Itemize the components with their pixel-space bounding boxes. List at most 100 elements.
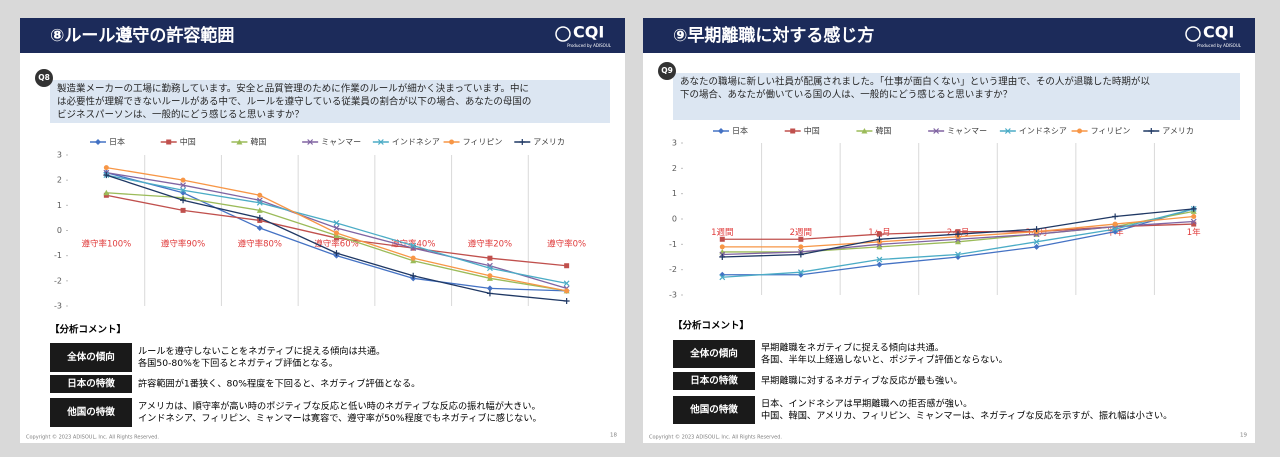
legend-label: アメリカ (533, 138, 565, 147)
marker (719, 274, 726, 281)
question-badge (35, 69, 53, 87)
comment-label-box (50, 343, 132, 372)
marker (256, 224, 263, 231)
marker (256, 207, 263, 213)
comment-label-box (50, 375, 132, 393)
marker (797, 251, 804, 258)
category-label: 遵守率20% (468, 239, 512, 250)
marker (1112, 213, 1119, 220)
slide-title: ⑨早期離職に対する感じ方 (673, 25, 874, 46)
marker (876, 261, 883, 268)
marker (180, 177, 186, 183)
comment-text: アメリカは、順守率が高い時のポジティブな反応と低い時のネガティブな反応の振れ幅が… (138, 400, 541, 412)
comment-label-box (673, 396, 755, 424)
marker (256, 199, 263, 206)
marker (180, 182, 186, 189)
comment-label: 全体の傾向 (689, 348, 738, 360)
marker (410, 272, 417, 279)
marker (180, 207, 186, 213)
marker (1148, 128, 1155, 134)
page-number: 18 (610, 433, 617, 439)
marker (1112, 226, 1119, 233)
question-text: 下の場合、あなたが働いている国の人は、一般的にどう感じると思いますか？ (680, 89, 1012, 101)
legend-label: 日本 (732, 126, 748, 136)
logo-sub: Produced by ADISOUL (1197, 43, 1242, 48)
marker (410, 242, 417, 249)
marker (955, 231, 961, 238)
copyright: Copyright © 2023 ADISOUL, Inc. All Right… (26, 434, 159, 441)
comment-text: 各国50-80%を下回るとネガティブ評価となる。 (138, 357, 338, 369)
marker (180, 187, 186, 194)
question-badge-label: Q8 (38, 73, 50, 82)
marker (876, 243, 883, 250)
y-tick-label: -3 (669, 291, 677, 300)
legend-label: 中国 (180, 137, 196, 147)
marker (719, 236, 725, 242)
question-box (50, 80, 610, 123)
marker (487, 255, 493, 261)
marker (790, 128, 796, 134)
marker (103, 189, 110, 196)
y-tick-label: 1 (57, 201, 62, 210)
marker (1190, 205, 1197, 212)
marker (180, 197, 187, 204)
marker (1191, 221, 1197, 227)
marker (256, 214, 263, 221)
category-label: 2週間 (790, 228, 812, 238)
legend-label: 日本 (109, 137, 125, 147)
comment-label: 他国の特徴 (689, 404, 738, 416)
comment-heading: 【分析コメント】 (50, 324, 126, 336)
marker (563, 280, 570, 287)
marker (487, 265, 493, 272)
comment-heading: 【分析コメント】 (673, 320, 749, 332)
legend-label: フィリピン (1091, 127, 1131, 136)
marker (719, 254, 726, 260)
marker (334, 235, 339, 241)
marker (1004, 128, 1011, 134)
marker (876, 231, 882, 237)
header-bar (643, 18, 1255, 53)
marker (1033, 226, 1040, 233)
header-bar (20, 18, 625, 53)
marker (166, 139, 172, 145)
y-tick-label: -2 (669, 265, 677, 274)
copyright: Copyright © 2023 ADISOUL, Inc. All Right… (649, 434, 782, 441)
category-label: 1週間 (711, 228, 733, 238)
comment-text: 日本、インドネシアは早期離職への拒否感が強い。 (761, 398, 972, 410)
marker (564, 263, 570, 269)
marker (933, 128, 940, 134)
question-box (673, 73, 1240, 120)
question-badge (658, 62, 676, 80)
marker (719, 244, 725, 250)
comment-label-box (50, 398, 132, 427)
y-tick-label: -1 (669, 240, 677, 249)
comment-text: インドネシア、フィリピン、ミャンマーは寛容で、遵守率が50%程度でもネガティブに… (138, 412, 542, 424)
y-tick-label: 1 (672, 189, 677, 198)
legend-label: インドネシア (392, 138, 440, 147)
question-text: は必要性が理解できないルールがある中で、ルールを遵守している従業員の割合が以下の… (57, 96, 531, 108)
marker (486, 285, 493, 292)
logo-icon (555, 26, 571, 42)
legend-label: インドネシア (1019, 127, 1067, 136)
marker (955, 238, 961, 245)
marker (334, 230, 339, 236)
y-tick-label: 0 (57, 226, 62, 235)
y-tick-label: -2 (54, 276, 62, 285)
marker (333, 225, 340, 231)
logo-sub: Produced by ADISOUL (567, 43, 612, 48)
marker (1077, 128, 1083, 134)
y-tick-label: 0 (672, 215, 677, 224)
category-label: 遵守率0% (547, 239, 586, 250)
marker (718, 128, 724, 134)
marker (236, 139, 243, 145)
marker (797, 269, 804, 276)
legend-label: ミャンマー (321, 138, 361, 147)
question-text: 製造業メーカーの工場に勤務しています。安全と品質管理のために作業のルールが細かく… (57, 83, 529, 95)
logo-icon (1185, 26, 1201, 42)
comment-text: 各国、半年以上経過しないと、ポジティブ評価とならない。 (761, 354, 1008, 366)
marker (955, 251, 961, 258)
marker (307, 139, 314, 145)
